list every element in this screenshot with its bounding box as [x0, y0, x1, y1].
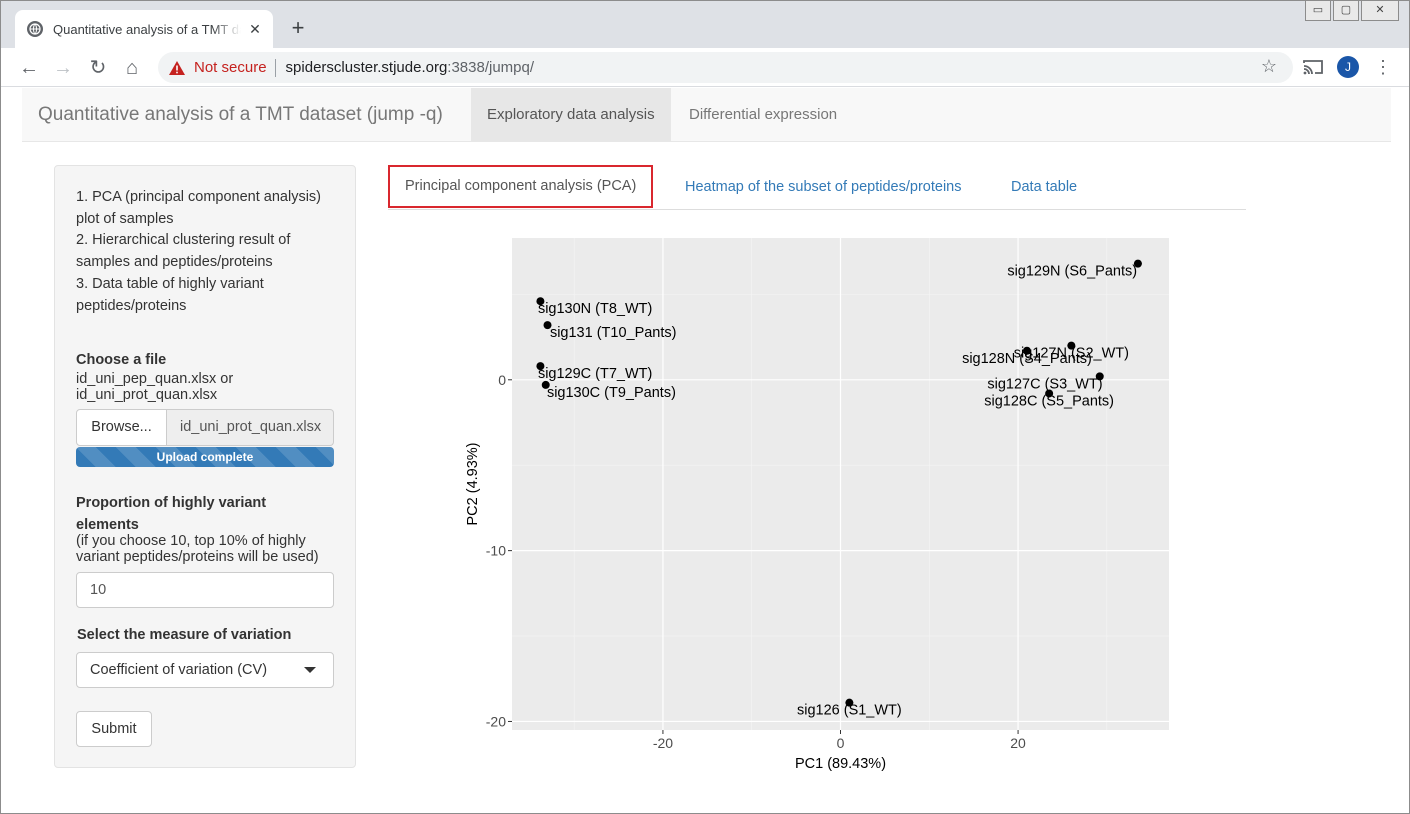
y-tick-label: -20 [486, 713, 506, 729]
home-icon[interactable]: ⌂ [125, 57, 139, 79]
bookmark-star-icon[interactable]: ☆ [1260, 56, 1277, 76]
browser-toolbar: ← → ↻ ⌂ Not secure spiderscluster.stjude… [1, 48, 1409, 87]
url-path: :3838/jumpq/ [447, 59, 535, 76]
minimize-button[interactable]: ▭ [1305, 1, 1331, 21]
data-point [536, 362, 545, 371]
sidebar-panel: 1. PCA (principal component analysis) pl… [54, 165, 356, 768]
proportion-hint-1: (if you choose 10, top 10% of highly [76, 533, 306, 549]
proportion-hint-2: variant peptides/proteins will be used) [76, 549, 319, 565]
x-axis-label: PC1 (89.43%) [795, 756, 886, 772]
pca-plot: -20 0 20 -20 -10 0 PC1 (89.43%) PC2 (4.93%) sig1… [465, 238, 1169, 772]
file-input-group: Browse... id_uni_prot_quan.xlsx [76, 409, 334, 446]
y-axis-label: PC2 (4.93%) [465, 442, 481, 525]
proportion-input[interactable]: 10 [76, 572, 334, 608]
data-point [541, 380, 550, 389]
url-separator [274, 58, 276, 77]
tab-heatmap[interactable]: Heatmap of the subset of peptides/protei… [685, 179, 962, 195]
data-point [1022, 346, 1031, 355]
app-navbar: Quantitative analysis of a TMT dataset (… [22, 88, 1391, 142]
tab-data-table[interactable]: Data table [1011, 179, 1078, 195]
file-label: Choose a file [76, 352, 167, 368]
point-label: sig127C (S3_WT) [987, 376, 1102, 392]
data-point [1045, 389, 1054, 398]
point-label: sig127N (S2_WT) [1014, 346, 1129, 362]
measure-select-value: Coefficient of variation (CV) [90, 662, 268, 678]
measure-label: Select the measure of variation [77, 627, 292, 643]
forward-arrow-icon[interactable]: → [53, 57, 73, 79]
upload-status: Upload complete [156, 450, 254, 464]
proportion-label: Proportion of highly variant elements [76, 495, 267, 533]
point-label: sig128N (S4_Pants) [962, 351, 1092, 367]
file-hint-2: id_uni_prot_quan.xlsx [76, 387, 218, 403]
close-window-button[interactable]: ✕ [1361, 1, 1399, 21]
y-tick-label: 0 [498, 372, 506, 388]
data-point [543, 321, 552, 330]
browse-button[interactable]: Browse... [76, 409, 167, 446]
back-arrow-icon[interactable]: ← [19, 57, 39, 79]
upload-progress-bar: Upload complete [76, 447, 334, 467]
profile-avatar[interactable]: J [1337, 56, 1359, 78]
point-label: sig129C (T7_WT) [538, 366, 652, 382]
x-tick-label: 0 [837, 735, 845, 751]
warning-icon [169, 60, 185, 75]
file-hint-1: id_uni_pep_quan.xlsx or [76, 371, 234, 387]
address-bar[interactable]: Not secure spiderscluster.stjude.org:383… [158, 52, 1293, 83]
measure-select[interactable]: Coefficient of variation (CV) [76, 652, 334, 688]
point-label: sig129N (S6_Pants) [1007, 264, 1137, 280]
point-label: sig128C (S5_Pants) [984, 393, 1114, 409]
tab-title: Quantitative analysis of a TMT dataset (… [53, 21, 241, 37]
y-tick-label: -10 [486, 543, 506, 559]
x-tick-label: 20 [1010, 735, 1026, 751]
cast-icon[interactable] [1302, 58, 1324, 76]
description-line-3: 3. Data table of highly variant peptides… [76, 275, 264, 314]
point-label: sig131 (T10_Pants) [550, 325, 677, 341]
x-tick-label: -20 [653, 735, 673, 751]
data-point [1095, 372, 1104, 381]
title-bar: Quantitative analysis of a TMT dataset (… [1, 1, 1409, 48]
globe-icon [27, 21, 43, 37]
nav-tab-differential[interactable]: Differential expression [689, 106, 838, 123]
data-point [845, 698, 854, 707]
point-label: sig130C (T9_Pants) [547, 385, 676, 401]
sidebar-description: 1. PCA (principal component analysis) pl… [76, 187, 346, 317]
file-name-field[interactable]: id_uni_prot_quan.xlsx [167, 409, 334, 446]
data-point [1133, 259, 1142, 268]
more-menu-icon[interactable]: ⋮ [1374, 57, 1392, 77]
maximize-button[interactable]: ▢ [1333, 1, 1359, 21]
new-tab-button[interactable]: + [291, 15, 305, 40]
app-brand[interactable]: Quantitative analysis of a TMT dataset (… [38, 104, 443, 125]
point-label: sig130N (T8_WT) [538, 301, 652, 317]
url-host: spiderscluster.stjude.org [285, 59, 448, 76]
caret-down-icon [304, 667, 316, 673]
not-secure-label[interactable]: Not secure [194, 59, 267, 76]
data-point [536, 297, 545, 306]
submit-button[interactable]: Submit [76, 711, 152, 747]
main-tabs: Principal component analysis (PCA) Heatm… [388, 165, 1246, 210]
close-tab-icon[interactable]: ✕ [249, 21, 261, 37]
description-line-1: 1. PCA (principal component analysis) pl… [76, 189, 322, 227]
description-line-2: 2. Hierarchical clustering result of sam… [76, 232, 291, 271]
reload-icon[interactable]: ↻ [89, 57, 107, 79]
tab-pca[interactable]: Principal component analysis (PCA) [388, 165, 654, 208]
nav-tab-exploratory[interactable]: Exploratory data analysis [471, 88, 671, 142]
data-point [1067, 341, 1076, 350]
browser-tab[interactable]: Quantitative analysis of a TMT dataset (… [15, 10, 273, 48]
point-label: sig126 (S1_WT) [797, 703, 902, 719]
